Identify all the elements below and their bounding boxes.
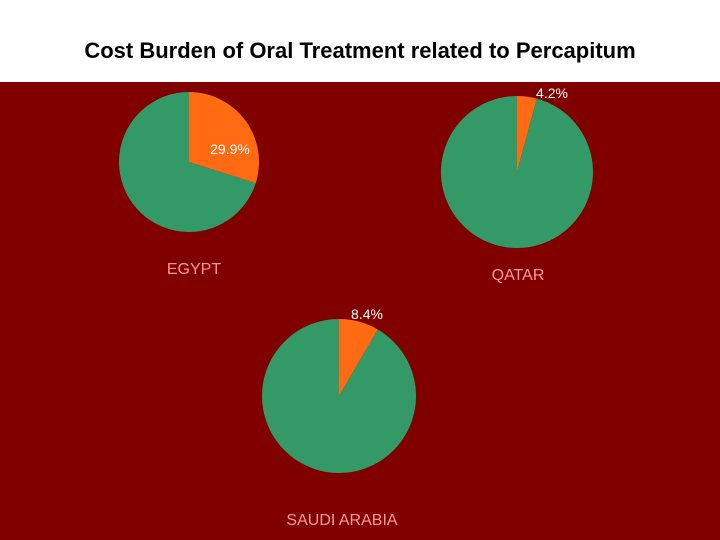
pie-slice-saudi-arabia-burden	[339, 319, 378, 396]
pie-slice-qatar-remainder	[440, 96, 593, 249]
slice-label-saudi-arabia: 8.4%	[351, 306, 383, 322]
title-band	[0, 0, 720, 82]
chart-title: Cost Burden of Oral Treatment related to…	[84, 38, 636, 63]
country-label-qatar: QATAR	[492, 267, 545, 284]
pie-slices-egypt	[119, 92, 260, 232]
pie-slice-egypt-burden	[189, 92, 260, 184]
country-label-egypt: EGYPT	[167, 261, 221, 278]
slice-label-egypt: 29.9%	[210, 141, 250, 157]
pie-slices-saudi-arabia	[261, 319, 416, 473]
slice-label-qatar: 4.2%	[536, 85, 568, 101]
pie-slice-saudi-arabia-remainder	[261, 319, 416, 473]
pie-chart-saudi-arabia: 8.4% SAUDI ARABIA	[261, 306, 416, 529]
country-label-saudi-arabia: SAUDI ARABIA	[286, 512, 397, 529]
pie-chart-egypt: 29.9% EGYPT	[119, 92, 260, 278]
pie-slices-qatar	[440, 96, 593, 249]
pie-slice-egypt-remainder	[119, 92, 256, 232]
pie-chart-qatar: 4.2% QATAR	[440, 85, 593, 284]
pie-slice-qatar-burden	[517, 96, 537, 172]
